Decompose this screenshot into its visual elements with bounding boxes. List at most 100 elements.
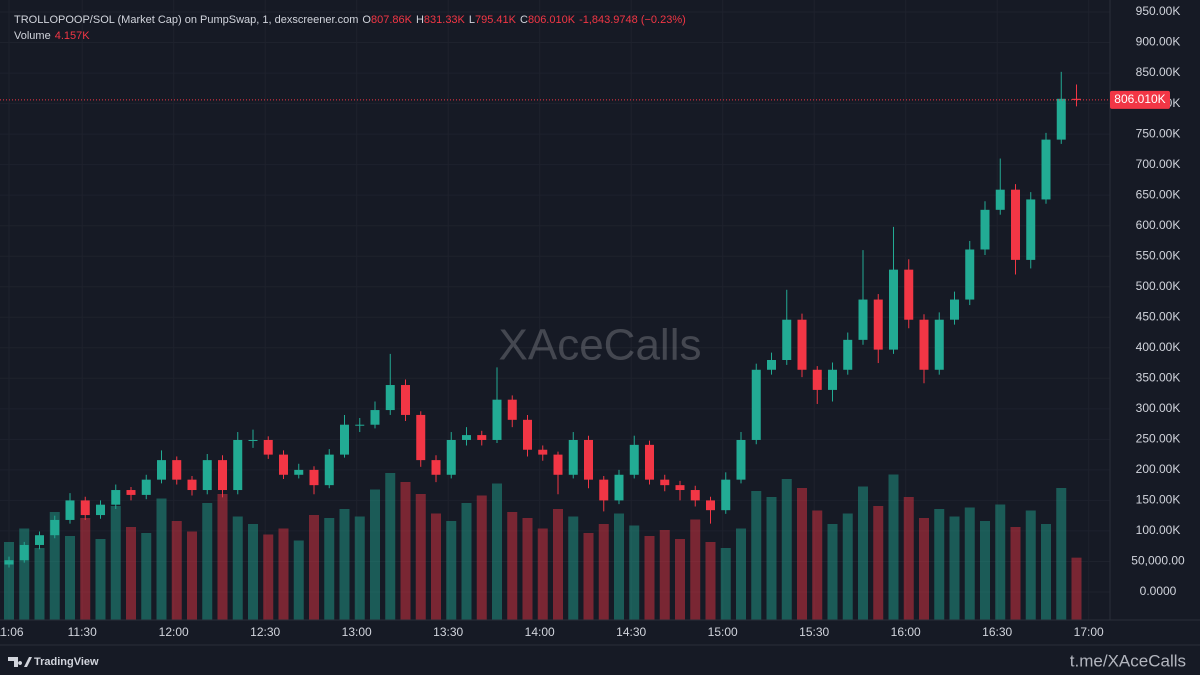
volume-bar	[415, 494, 426, 620]
volume-bar	[537, 528, 548, 620]
symbol: TROLLOPOOP/SOL (Market Cap) on PumpSwap,…	[14, 14, 358, 26]
volume-bar	[949, 516, 960, 620]
volume-bar	[34, 548, 45, 620]
volume-bar	[80, 518, 91, 620]
last-price-label: 806.010K	[1114, 92, 1165, 106]
volume-bar	[858, 486, 868, 620]
volume-bar	[370, 489, 380, 620]
volume-bar	[187, 531, 197, 620]
candle-body	[965, 249, 975, 300]
y-tick-label: 900.00K	[1136, 35, 1181, 49]
volume-bar	[583, 533, 594, 620]
volume-bar	[217, 494, 228, 620]
volume-bar	[1041, 524, 1051, 620]
volume-bar	[675, 539, 685, 620]
candle-body	[431, 460, 441, 475]
x-tick-label: 12:30	[250, 625, 280, 639]
volume-bar	[507, 512, 518, 620]
volume-bar	[553, 509, 563, 620]
x-tick-label: 15:00	[708, 625, 738, 639]
volume-bar	[385, 473, 396, 620]
candle-body	[309, 469, 319, 486]
ohlc-key: H	[416, 14, 424, 26]
volume-bar	[202, 503, 213, 620]
axes: 0.0000 50,000.00 100.00K 150.00K 200.00K 250.…	[0, 4, 1185, 639]
y-tick-label: 500.00K	[1136, 279, 1181, 293]
candle-body	[19, 544, 29, 561]
candle-body	[568, 439, 578, 475]
candle-body	[233, 439, 243, 491]
volume-bar	[522, 518, 533, 620]
volume-bar	[598, 524, 609, 620]
ohlc-key: L	[469, 14, 475, 26]
candle-body	[172, 460, 182, 480]
y-tick-label: 950.00K	[1136, 4, 1181, 18]
volume-bar	[1056, 488, 1067, 620]
volume-bar	[903, 497, 914, 620]
candle-body	[248, 439, 258, 441]
candle-body	[873, 299, 883, 350]
candle-body	[751, 369, 761, 440]
plot-area	[0, 71, 1110, 620]
volume-bar	[964, 507, 975, 620]
volume-bar	[324, 518, 335, 620]
candle-body	[812, 369, 822, 390]
candle-body	[187, 479, 197, 491]
candle-body	[523, 419, 532, 450]
candle-body	[706, 500, 715, 511]
candle-body	[477, 435, 487, 440]
x-tick-label: 14:30	[616, 625, 646, 639]
volume-bar	[141, 533, 152, 620]
brand: TradingView	[34, 656, 99, 668]
volume-bar	[339, 509, 350, 620]
y-tick-label: 250.00K	[1136, 432, 1181, 446]
candle-body	[614, 474, 624, 501]
volume-bar	[354, 516, 365, 620]
candle-body	[50, 519, 60, 536]
volume-bar	[476, 495, 487, 620]
x-tick-label: 13:00	[342, 625, 372, 639]
volume-bar	[126, 527, 136, 620]
candle-body	[111, 490, 121, 505]
y-tick-label: 600.00K	[1136, 218, 1181, 232]
volume-bar	[812, 510, 823, 620]
volume-bar	[49, 512, 60, 620]
candle-body	[1011, 189, 1020, 260]
candle-body	[294, 469, 304, 475]
candle-body	[80, 500, 90, 516]
candle-body	[767, 359, 776, 370]
candle-body	[782, 319, 792, 360]
candle-body	[736, 439, 746, 480]
x-tick-label: 12:00	[159, 625, 189, 639]
volume-bar	[705, 542, 716, 620]
candle-body	[401, 385, 410, 415]
candle-body	[340, 424, 349, 455]
volume-bar	[309, 515, 319, 620]
volume-bar	[873, 506, 884, 620]
x-tick-label: 17:00	[1074, 625, 1104, 639]
candle-body	[324, 454, 334, 486]
y-tick-label: 300.00K	[1136, 401, 1181, 415]
candle-body	[980, 209, 990, 250]
candle-body	[385, 385, 395, 411]
ohlc-value: 807.86K	[371, 14, 413, 26]
y-tick-label: 100.00K	[1136, 523, 1181, 537]
candle-body	[584, 439, 593, 480]
x-tick-label: 11:30	[68, 625, 97, 639]
candle-body	[828, 369, 837, 390]
x-tick-label: 14:00	[525, 625, 555, 639]
candle-body	[797, 319, 807, 370]
candle-body	[1056, 98, 1066, 140]
x-tick-label: 16:00	[891, 625, 921, 639]
candle-body	[553, 454, 563, 475]
y-tick-label: 700.00K	[1136, 157, 1181, 171]
volume-bar	[568, 516, 579, 620]
y-tick-label: 150.00K	[1136, 493, 1181, 507]
volume-bar	[614, 513, 624, 620]
volume-bar	[400, 482, 411, 620]
legend-title: TROLLOPOOP/SOL (Market Cap) on PumpSwap,…	[14, 14, 686, 26]
candle-body	[721, 479, 731, 511]
